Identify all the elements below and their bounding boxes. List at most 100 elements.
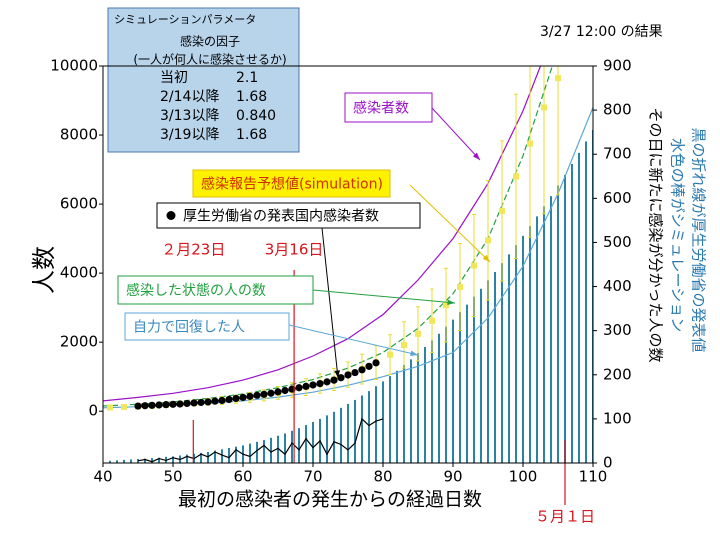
bar [487,280,489,463]
date-marker-label: 3月16日 [265,241,324,259]
parameter-value: 0.840 [236,108,276,124]
y-tick-label: 8000 [60,126,98,144]
parameter-label: 3/19以降 [160,127,219,143]
bar [207,451,209,463]
bar [536,216,538,463]
y-tick-label: 0 [88,402,98,420]
point [148,401,156,409]
point [121,403,127,410]
point [471,262,477,269]
y2-tick-label: 700 [603,145,632,163]
line [103,66,542,402]
point [323,378,331,386]
bar [564,174,566,463]
bar [158,457,160,463]
point [267,389,275,397]
point [309,381,317,389]
point [387,351,393,358]
point [232,394,240,403]
plot-frame [102,65,594,464]
bar [494,271,496,463]
x-tick-label: 60 [233,468,252,486]
point [295,384,303,392]
annotation-arrow [312,289,456,304]
bar [116,460,118,463]
point [358,366,366,374]
point [302,382,310,390]
point [555,75,561,82]
x-tick-label: 90 [443,468,462,486]
point [372,359,380,367]
legend-label: 感染した状態の人の数 [126,282,266,299]
result-label: 3/27 12:00 の結果 [540,24,663,40]
point [218,396,226,405]
point [155,401,163,409]
bar [172,456,174,463]
bar [333,411,335,463]
point [429,317,435,324]
point [337,374,345,382]
y2-tick-label: 100 [603,409,632,427]
point [365,362,373,370]
point [225,395,233,404]
annotation-box [192,169,391,198]
bar [186,454,188,463]
bar [466,304,468,463]
parameter-box [107,7,300,153]
x-tick-label: 110 [579,468,608,486]
bar [452,319,454,463]
x-tick-label: 50 [163,468,182,486]
y2-note: 水色の棒がシミュレーション [669,138,687,332]
bar [312,421,314,463]
y2-axis-label: その日に新たに感染が分かった人の数 [647,107,665,362]
point [351,368,359,377]
bar [130,459,132,463]
annotation-arrowhead [410,350,418,356]
bar [368,391,370,463]
bar [298,428,300,463]
point [274,388,282,396]
point [204,398,212,406]
bar [326,415,328,463]
point [527,140,533,147]
point [141,402,149,410]
annotation-arrowhead [447,299,455,306]
y2-tick-label: 200 [603,365,632,383]
plot-area [103,66,593,463]
point [169,400,177,408]
point [107,404,113,411]
bar [417,353,419,463]
bar [403,365,405,463]
point [134,402,142,410]
bar [445,326,447,463]
point [183,399,191,408]
x-tick-label: 70 [303,468,322,486]
bar [571,163,573,463]
point [457,283,463,290]
x-axis-label: 最初の感染者の発生からの経過日数 [178,489,482,511]
point [485,237,491,244]
bar [361,395,363,463]
annotation-arrow [321,227,339,379]
annotation-box [124,312,290,341]
legend-marker [166,211,176,220]
legend-label: 感染者数 [353,100,409,117]
point [443,302,449,309]
line [137,417,384,463]
parameter-value: 1.68 [236,89,267,105]
bar [508,254,510,463]
bar [522,235,524,463]
bar [228,448,230,463]
y2-note: 黒の折れ線が厚生労働省の発表値 [690,127,708,352]
bar [578,152,580,463]
annotation-arrowhead [482,254,490,262]
annotation-arrowhead [472,152,480,160]
annotation-arrow [288,324,419,356]
y2-tick-label: 400 [603,277,632,295]
bar [438,333,440,463]
bar [424,346,426,463]
point [239,393,247,402]
x-tick-label: 80 [373,468,392,486]
bar [256,441,258,463]
